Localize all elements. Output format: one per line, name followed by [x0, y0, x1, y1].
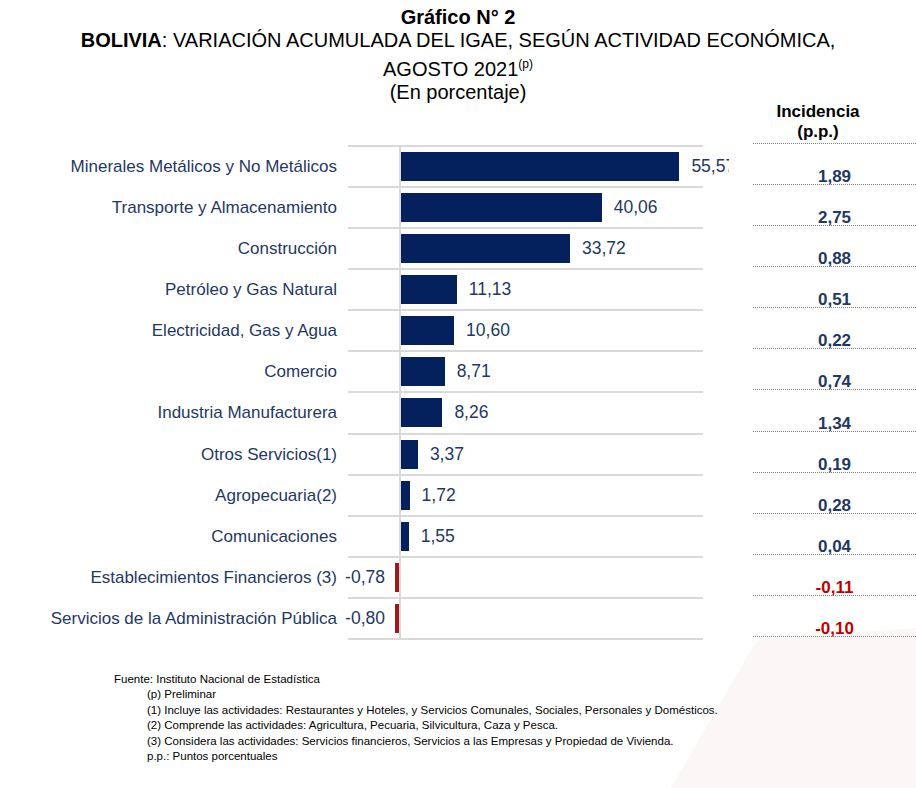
bar — [401, 440, 418, 469]
row-separator-line — [348, 474, 703, 476]
bar — [401, 275, 457, 304]
bar — [401, 398, 442, 427]
row-separator-line — [348, 309, 703, 311]
category-label: Transporte y Almacenamiento — [112, 187, 337, 228]
row-separator-line — [348, 556, 703, 558]
bar — [401, 522, 409, 551]
category-label: Construcción — [238, 228, 337, 269]
source-note: Fuente: Instituto Nacional de Estadístic… — [114, 672, 718, 687]
bar-value-label: 33,72 — [582, 228, 626, 269]
chart-main-title: BOLIVIA: VARIACIÓN ACUMULADA DEL IGAE, S… — [4, 29, 912, 52]
bar-value-label: 1,55 — [421, 516, 455, 557]
category-label: Comercio — [264, 351, 337, 392]
bar-value-label: 11,13 — [469, 269, 512, 310]
incidencia-value: 0,28 — [753, 496, 916, 516]
note-pp: p.p.: Puntos porcentuales — [114, 749, 718, 764]
bar — [401, 152, 679, 181]
category-label: Otros Servicios(1) — [201, 434, 337, 475]
chart-figure: Gráfico N° 2 BOLIVIA: VARIACIÓN ACUMULAD… — [0, 0, 916, 788]
chart-unit-subtitle: (En porcentaje) — [4, 81, 912, 104]
incidencia-value: 0,22 — [753, 331, 916, 351]
incidencia-value: 1,34 — [753, 414, 916, 434]
category-label: Electricidad, Gas y Agua — [152, 310, 337, 351]
note-preliminar: (p) Preliminar — [114, 687, 718, 702]
bar-value-label: 1,72 — [422, 475, 456, 516]
bar-negative — [395, 563, 399, 592]
note-2: (2) Comprende las actividades: Agricultu… — [114, 718, 718, 733]
bar-value-label: 8,71 — [457, 351, 491, 392]
row-separator-line — [348, 433, 703, 435]
bar-value-label: 8,26 — [454, 392, 488, 433]
row-separator-line — [348, 350, 703, 352]
bar — [401, 357, 445, 386]
category-label: Petróleo y Gas Natural — [165, 269, 337, 310]
incidencia-value: 0,04 — [753, 537, 916, 557]
bar — [401, 481, 410, 510]
incidencia-value: 0,19 — [753, 455, 916, 475]
row-separator-line — [348, 268, 703, 270]
bar-negative — [395, 604, 399, 633]
note-3: (3) Considera las actividades: Servicios… — [114, 734, 718, 749]
category-label: Industria Manufacturera — [157, 392, 337, 433]
note-1: (1) Incluye las actividades: Restaurante… — [114, 703, 718, 718]
chart-period-title: AGOSTO 2021(p) — [4, 53, 912, 81]
row-separator-line — [348, 145, 703, 147]
title-block: Gráfico N° 2 BOLIVIA: VARIACIÓN ACUMULAD… — [4, 6, 912, 104]
bar — [401, 193, 602, 222]
chart-number-title: Gráfico N° 2 — [4, 6, 912, 29]
row-separator-line — [348, 597, 703, 599]
incidencia-value: -0,10 — [753, 619, 916, 639]
footnotes: Fuente: Instituto Nacional de Estadístic… — [114, 672, 718, 764]
bar-value-label: 55,57 — [691, 146, 729, 187]
bar-value-label: -0,78 — [345, 557, 385, 598]
category-label: Servicios de la Administración Pública — [51, 598, 337, 639]
incidencia-value: -0,11 — [753, 578, 916, 598]
bar-value-label: 10,60 — [466, 310, 510, 351]
incidencia-column-header: Incidencia (p.p.) — [753, 102, 883, 141]
incidencia-value: 2,75 — [753, 208, 916, 228]
bar-value-label: 3,37 — [430, 434, 464, 475]
row-separator-line — [348, 638, 703, 640]
bar-value-label: -0,80 — [345, 598, 385, 639]
category-label: Comunicaciones — [211, 516, 337, 557]
row-separator-line — [348, 515, 703, 517]
incidencia-dotted-line — [753, 143, 916, 144]
bar — [401, 234, 570, 263]
incidencia-value: 0,74 — [753, 372, 916, 392]
row-separator-line — [348, 391, 703, 393]
bar — [401, 316, 454, 345]
incidencia-value: 1,89 — [753, 167, 916, 187]
category-label: Establecimientos Financieros (3) — [90, 557, 337, 598]
incidencia-value: 0,88 — [753, 249, 916, 269]
category-label: Minerales Metálicos y No Metálicos — [71, 146, 337, 187]
incidencia-value: 0,51 — [753, 290, 916, 310]
bar-value-label: 40,06 — [614, 187, 658, 228]
category-label: Agropecuaria(2) — [215, 475, 337, 516]
